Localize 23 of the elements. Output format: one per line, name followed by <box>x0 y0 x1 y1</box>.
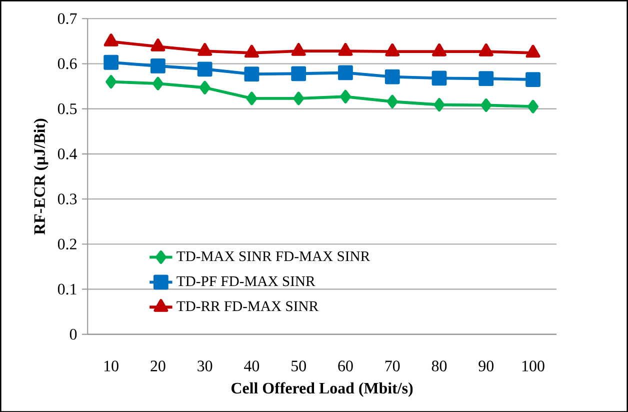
x-tick-label: 60 <box>338 360 353 372</box>
x-tick-label: 100 <box>522 360 544 372</box>
y-tick-label: 0 <box>70 328 77 340</box>
x-tick-label: 80 <box>432 360 447 372</box>
y-axis-title: RF-ECR (µJ/Bit) <box>34 118 48 234</box>
y-tick-label: 0.7 <box>58 12 77 24</box>
y-tick-label: 0.6 <box>58 58 77 69</box>
x-tick-label: 90 <box>478 360 494 372</box>
legend-label: TD-PF FD-MAX SINR <box>176 276 316 286</box>
legend-label: TD-MAX SINR FD-MAX SINR <box>176 251 370 261</box>
y-tick-label: 0.1 <box>58 284 76 294</box>
x-tick-label: 10 <box>104 360 118 372</box>
x-tick-label: 20 <box>150 360 166 372</box>
y-tick-label: 0.3 <box>58 193 77 204</box>
x-tick-label: 30 <box>198 360 212 372</box>
y-tick-label: 0.4 <box>58 148 78 160</box>
x-tick-label: 50 <box>292 360 306 372</box>
x-tick-label: 70 <box>385 360 400 372</box>
y-tick-label: 0.5 <box>58 103 77 114</box>
x-axis-title: Cell Offered Load (Mbit/s) <box>232 382 413 397</box>
y-tick-label: 0.2 <box>58 238 76 250</box>
legend-label: TD-RR FD-MAX SINR <box>176 301 318 311</box>
x-tick-label: 40 <box>244 360 260 372</box>
